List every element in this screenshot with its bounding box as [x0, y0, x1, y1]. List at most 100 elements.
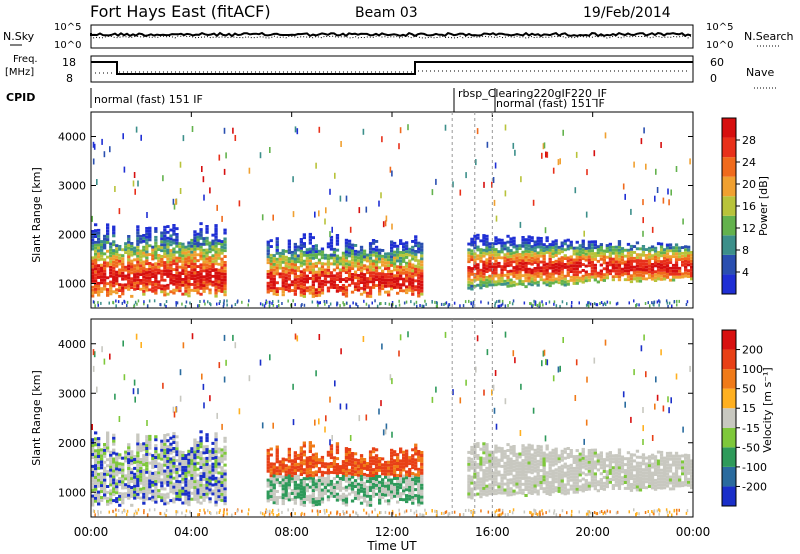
velocity-cell [524, 455, 528, 459]
power-cell [614, 257, 618, 261]
velocity-cell [287, 447, 291, 451]
power-cell [106, 232, 110, 236]
velocity-cell [275, 490, 279, 493]
velocity-cell [548, 481, 552, 485]
power-cell [196, 235, 200, 239]
power-cell [127, 258, 131, 262]
velocity-cell [205, 486, 209, 490]
power-cell [350, 276, 355, 279]
power-cell [181, 263, 185, 267]
power-cell [199, 242, 203, 246]
power-cell [178, 248, 182, 251]
power-cell [269, 245, 273, 248]
velocity-cell [97, 449, 101, 452]
velocity-cell [414, 476, 418, 480]
power-cell [572, 264, 576, 268]
power-cell [91, 265, 95, 269]
power-cell [538, 304, 540, 308]
power-cell [190, 244, 194, 248]
velocity-cell [356, 494, 361, 498]
velocity-cell [175, 485, 179, 489]
velocity-cell [106, 496, 110, 500]
velocity-cell [109, 480, 113, 484]
velocity-cell [317, 496, 322, 500]
power-cell [584, 252, 588, 256]
velocity-cell [575, 458, 579, 461]
power-cell [160, 246, 164, 250]
power-cell [675, 166, 678, 172]
velocity-cell [220, 472, 224, 476]
velocity-cell [320, 476, 325, 480]
power-cell [545, 245, 549, 248]
velocity-cell [202, 472, 206, 476]
velocity-cell [97, 502, 101, 506]
velocity-cell [91, 447, 95, 451]
velocity-cell [121, 477, 125, 481]
velocity-cell [476, 483, 480, 487]
power-cell [193, 253, 197, 257]
power-cell [92, 300, 95, 304]
power-cell [145, 276, 149, 280]
power-cell [533, 252, 537, 256]
power-cell [91, 215, 93, 222]
velocity-cell [223, 487, 227, 491]
power-cell [658, 303, 660, 307]
velocity-cell [405, 494, 409, 498]
power-cell [311, 292, 315, 295]
velocity-cell [500, 447, 504, 451]
velocity-cell [371, 471, 376, 474]
power-cell [293, 289, 297, 293]
power-cell [266, 261, 270, 265]
power-cell [205, 275, 209, 278]
velocity-cell [491, 480, 495, 484]
power-cell [632, 274, 637, 278]
power-cell [690, 253, 694, 257]
power-cell [476, 263, 480, 267]
velocity-cell [393, 465, 397, 469]
power-cell [521, 238, 525, 242]
velocity-cell [169, 478, 173, 482]
power-cell [530, 253, 534, 257]
velocity-cell [557, 489, 561, 493]
power-cell [196, 259, 200, 263]
power-cell [509, 272, 513, 276]
velocity-cell [335, 451, 340, 455]
power-cell [548, 275, 552, 279]
power-cell [193, 265, 197, 269]
velocity-cell [115, 488, 119, 492]
power-cell [115, 247, 119, 251]
velocity-cell [169, 475, 173, 479]
power-cell [100, 251, 104, 255]
velocity-cell [563, 462, 567, 466]
velocity-cell [121, 492, 125, 496]
power-cell [497, 256, 501, 259]
velocity-cell [335, 480, 340, 484]
power-cell [539, 272, 543, 276]
velocity-cell [281, 475, 285, 479]
velocity-cell [223, 496, 227, 500]
velocity-cell [506, 472, 510, 476]
velocity-cell [482, 451, 486, 455]
velocity-cell [350, 457, 355, 461]
velocity-cell [169, 487, 173, 491]
velocity-cell [275, 472, 279, 476]
velocity-cell [142, 457, 146, 461]
power-cell [136, 275, 140, 279]
velocity-cell [175, 473, 179, 477]
velocity-cell [399, 498, 403, 501]
velocity-cell [365, 488, 370, 492]
velocity-cell [94, 452, 98, 456]
power-cell [181, 280, 185, 284]
power-cell [326, 268, 331, 272]
power-cell [560, 244, 564, 248]
velocity-cell [320, 455, 325, 459]
power-cell [205, 225, 209, 228]
power-cell [539, 240, 543, 243]
power-cell [184, 272, 188, 276]
power-cell [687, 257, 691, 261]
power-cell [626, 251, 631, 255]
velocity-cell [148, 440, 152, 444]
power-cell [157, 280, 161, 284]
power-cell [199, 251, 203, 255]
velocity-cell [266, 496, 270, 500]
